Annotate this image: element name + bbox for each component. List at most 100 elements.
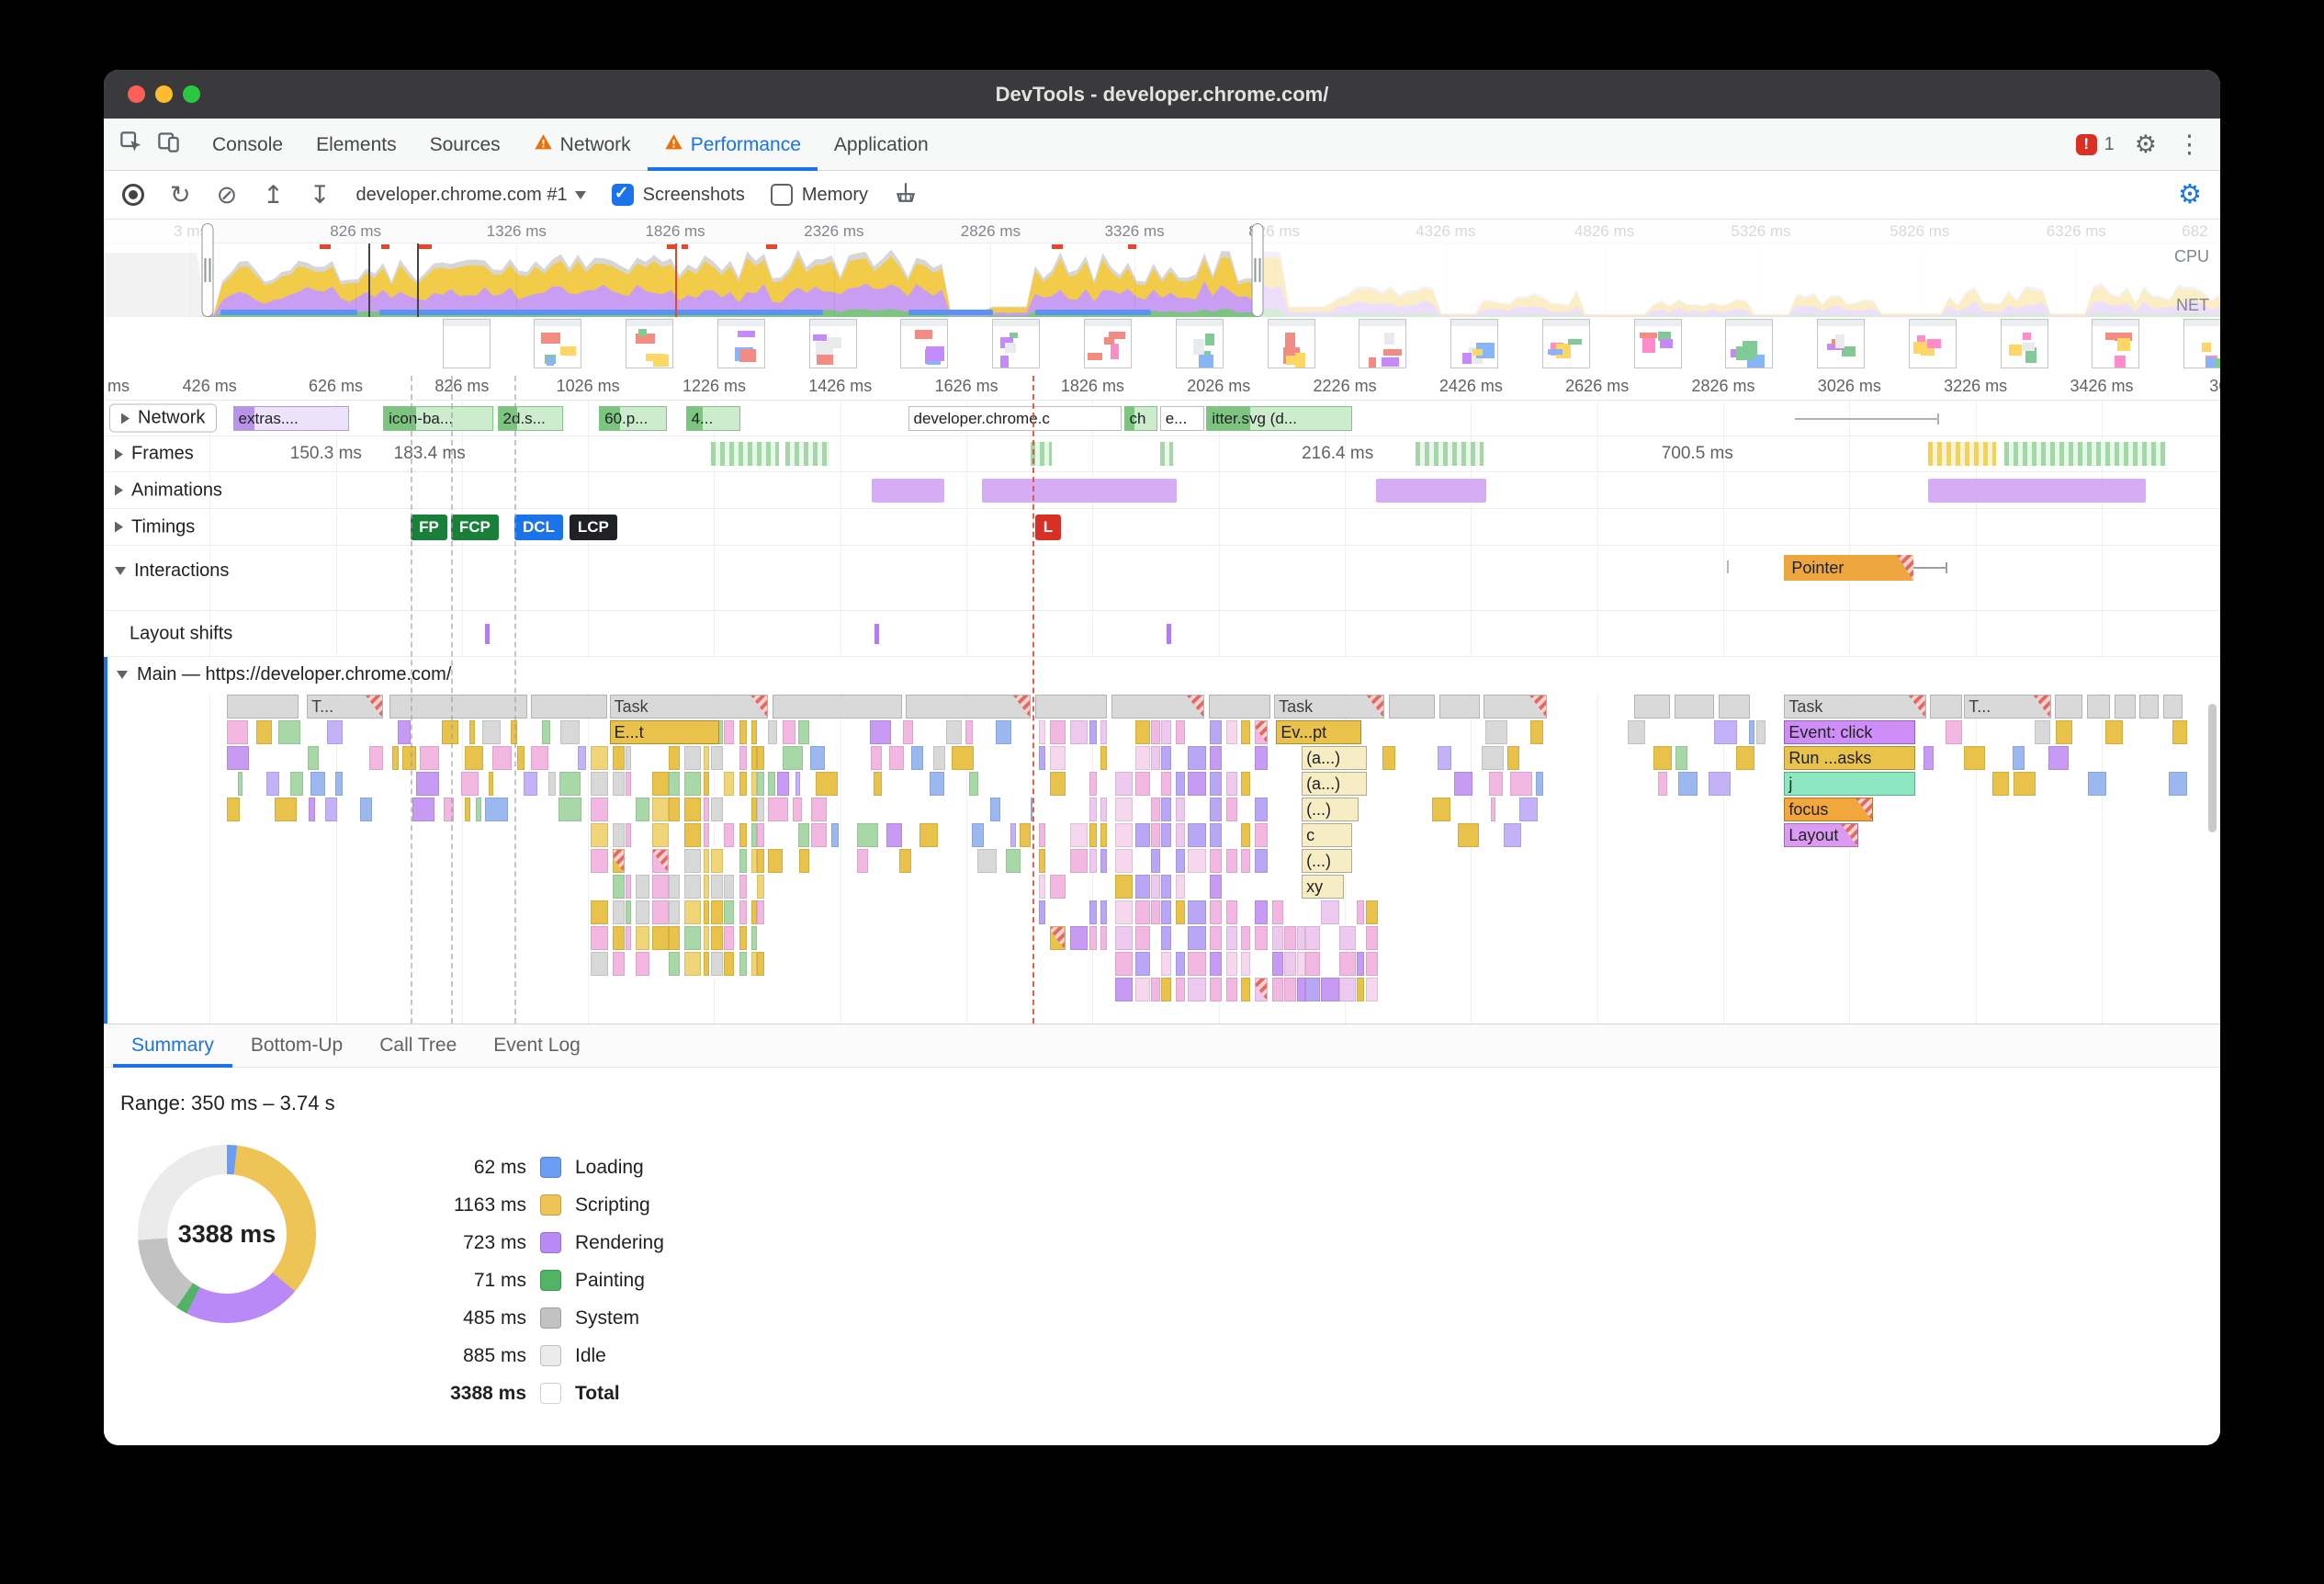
flame-bar[interactable] bbox=[1382, 746, 1396, 770]
flame-bar[interactable] bbox=[684, 746, 702, 770]
flame-bar[interactable] bbox=[1049, 875, 1066, 899]
flame-bar[interactable] bbox=[290, 772, 304, 796]
lcp-candidate-marker[interactable]: L bbox=[1034, 515, 1062, 540]
flame-bar[interactable] bbox=[886, 823, 903, 847]
capture-settings-gear-icon[interactable] bbox=[2178, 182, 2202, 209]
filmstrip-screenshot[interactable] bbox=[2183, 319, 2220, 368]
flame-bar[interactable] bbox=[899, 849, 911, 873]
flame-bar[interactable] bbox=[360, 798, 372, 821]
flame-bar[interactable] bbox=[910, 746, 924, 770]
flame-bar[interactable] bbox=[1209, 900, 1223, 924]
flame-bar[interactable] bbox=[684, 926, 702, 950]
flame-bar[interactable] bbox=[669, 746, 681, 770]
flame-bar[interactable] bbox=[310, 772, 326, 796]
flame-bar[interactable] bbox=[1175, 849, 1186, 873]
filmstrip-screenshot[interactable] bbox=[808, 319, 857, 368]
flame-bar[interactable] bbox=[888, 746, 904, 770]
animation-bar[interactable] bbox=[1375, 479, 1486, 503]
flame-event[interactable]: Task bbox=[609, 695, 769, 718]
flame-bar[interactable] bbox=[1490, 798, 1496, 821]
flame-bar[interactable] bbox=[782, 720, 795, 744]
flame-bar[interactable] bbox=[1488, 772, 1504, 796]
flame-bar[interactable] bbox=[810, 746, 825, 770]
filmstrip-screenshot[interactable] bbox=[1817, 319, 1866, 368]
tab-console[interactable]: Console bbox=[196, 119, 299, 171]
flame-bar[interactable] bbox=[1150, 978, 1160, 1001]
flame-bar[interactable] bbox=[226, 695, 299, 718]
flame-bar[interactable] bbox=[777, 772, 790, 796]
flame-bar[interactable] bbox=[2035, 720, 2050, 744]
flame-bar[interactable] bbox=[397, 720, 411, 744]
flame-bar[interactable] bbox=[2172, 720, 2188, 744]
flame-bar[interactable] bbox=[324, 798, 337, 821]
flame-bar[interactable] bbox=[1321, 978, 1339, 1001]
main-thread-track-header[interactable]: Main — https://developer.chrome.com/ bbox=[104, 657, 2220, 693]
flame-bar[interactable] bbox=[669, 952, 681, 976]
flame-bar[interactable] bbox=[1963, 746, 1985, 770]
flame-bar[interactable] bbox=[274, 798, 297, 821]
flame-bar[interactable] bbox=[465, 798, 470, 821]
flame-bar[interactable] bbox=[684, 772, 702, 796]
timings-track[interactable]: Timings FP FCP DCL LCP L bbox=[104, 509, 2220, 546]
flame-bar[interactable] bbox=[933, 746, 945, 770]
flame-bar[interactable] bbox=[2087, 772, 2107, 796]
flame-bar[interactable] bbox=[625, 772, 631, 796]
drawer-tab-event-log[interactable]: Event Log bbox=[493, 1035, 581, 1056]
selection-handle[interactable] bbox=[1251, 223, 1264, 317]
flame-bar[interactable] bbox=[1365, 952, 1378, 976]
flame-bar[interactable] bbox=[1458, 823, 1479, 847]
memory-checkbox-row[interactable]: Memory bbox=[770, 184, 868, 206]
network-request[interactable]: itter.svg (d... bbox=[1206, 406, 1353, 431]
flame-bar[interactable] bbox=[1658, 772, 1667, 796]
filmstrip-screenshot[interactable] bbox=[1725, 319, 1774, 368]
kebab-menu-icon[interactable] bbox=[2177, 132, 2202, 157]
flame-bar[interactable] bbox=[951, 746, 974, 770]
flame-bar[interactable] bbox=[1134, 746, 1151, 770]
flame-bar[interactable] bbox=[1150, 875, 1160, 899]
flame-bar[interactable] bbox=[1150, 823, 1160, 847]
memory-checkbox[interactable] bbox=[770, 184, 793, 206]
flame-bar[interactable] bbox=[1069, 849, 1089, 873]
selection-handle[interactable] bbox=[201, 223, 214, 317]
flame-bar[interactable] bbox=[1010, 823, 1017, 847]
flame-bar[interactable] bbox=[613, 823, 625, 847]
flame-bar[interactable] bbox=[613, 952, 625, 976]
drawer-tab-summary[interactable]: Summary bbox=[113, 1024, 232, 1068]
flame-bar[interactable] bbox=[1115, 978, 1134, 1001]
flame-bar[interactable] bbox=[723, 772, 735, 796]
flame-bar[interactable] bbox=[873, 772, 882, 796]
flame-bar[interactable] bbox=[1365, 926, 1378, 950]
flame-bar[interactable] bbox=[1160, 772, 1171, 796]
flame-bar[interactable] bbox=[652, 823, 669, 847]
flame-bar[interactable] bbox=[971, 823, 985, 847]
flame-bar[interactable] bbox=[443, 798, 454, 821]
flame-bar[interactable] bbox=[1039, 746, 1046, 770]
flame-bar[interactable] bbox=[2048, 746, 2070, 770]
flame-bar[interactable] bbox=[1209, 978, 1223, 1001]
flame-bar[interactable] bbox=[2139, 695, 2160, 718]
flame-bar[interactable] bbox=[1089, 849, 1098, 873]
flame-bar[interactable] bbox=[482, 720, 501, 744]
flame-bar[interactable] bbox=[1283, 952, 1296, 976]
flame-event[interactable]: j bbox=[1784, 772, 1916, 796]
layout-shift-marker[interactable] bbox=[874, 624, 879, 644]
flame-bar[interactable] bbox=[1304, 978, 1321, 1001]
flame-bar[interactable] bbox=[1255, 798, 1269, 821]
flame-bar[interactable] bbox=[1188, 952, 1207, 976]
flame-bar[interactable] bbox=[1089, 823, 1098, 847]
flame-bar[interactable] bbox=[1188, 926, 1207, 950]
flame-bar[interactable] bbox=[1175, 720, 1186, 744]
flame-bar[interactable] bbox=[1356, 978, 1364, 1001]
flame-bar[interactable] bbox=[1653, 746, 1673, 770]
flame-event[interactable]: Run ...asks bbox=[1784, 746, 1916, 770]
error-badge[interactable]: 1 bbox=[2075, 133, 2115, 155]
flame-bar[interactable] bbox=[1437, 746, 1452, 770]
flame-bar[interactable] bbox=[1255, 746, 1269, 770]
flame-bar[interactable] bbox=[590, 926, 609, 950]
flame-bar[interactable] bbox=[1749, 720, 1754, 744]
flame-bar[interactable] bbox=[1150, 720, 1160, 744]
animation-bar[interactable] bbox=[872, 479, 944, 503]
filmstrip-screenshot[interactable] bbox=[1267, 319, 1315, 368]
flame-bar[interactable] bbox=[1049, 746, 1066, 770]
flame-bar[interactable] bbox=[704, 746, 710, 770]
